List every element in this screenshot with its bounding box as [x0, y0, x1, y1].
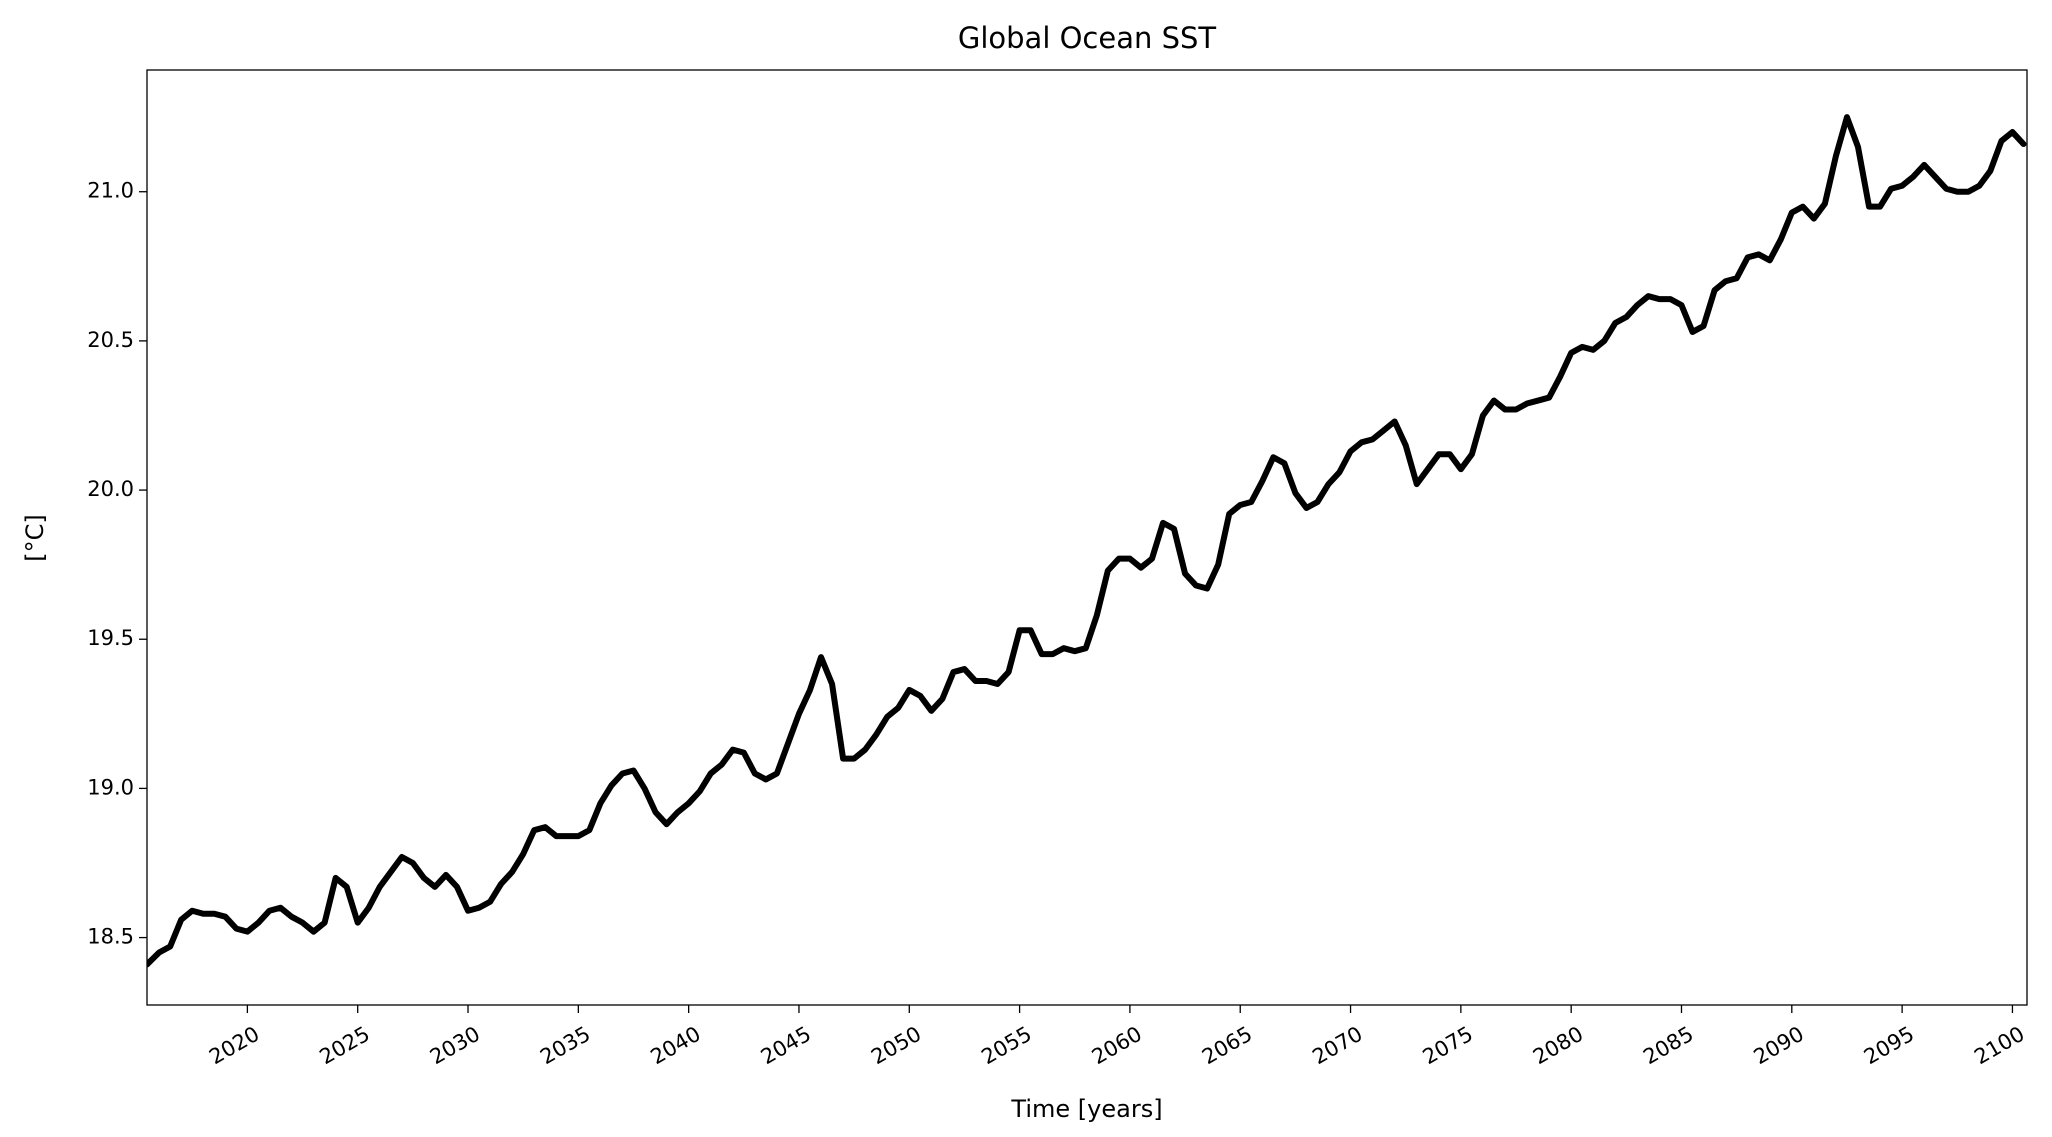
y-axis-label: [°C] [21, 514, 49, 561]
chart-title: Global Ocean SST [958, 21, 1217, 55]
y-tick-label: 20.0 [87, 477, 134, 501]
y-tick-label: 19.0 [87, 775, 134, 799]
y-tick-label: 21.0 [87, 179, 134, 203]
y-tick-label: 18.5 [87, 925, 134, 949]
y-tick-label: 20.5 [87, 328, 134, 352]
x-axis-label: Time [years] [1010, 1095, 1162, 1123]
data-line [147, 114, 2027, 968]
y-tick-label: 19.5 [87, 626, 134, 650]
plot-frame [146, 69, 2028, 1006]
